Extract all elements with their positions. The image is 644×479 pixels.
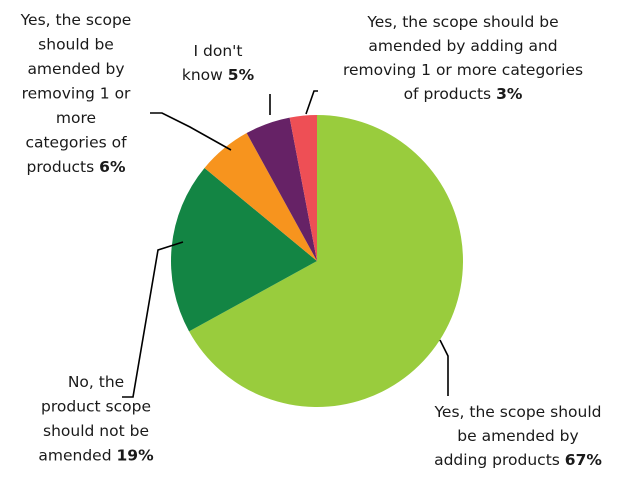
slice-label-line: know 5% <box>182 66 255 84</box>
pie-slice-adding-products <box>189 115 463 407</box>
slice-value-label: 6% <box>99 158 126 176</box>
pie-slice-not-amended <box>171 167 317 332</box>
slice-label-line: removing 1 or more categories <box>343 61 583 79</box>
slice-label-adding-and-removing: Yes, the scope should be amended by addin… <box>343 13 583 103</box>
slice-value-label: 3% <box>496 85 523 103</box>
pie-slice-removing-categories <box>204 133 317 261</box>
slice-label-removing-categories: Yes, the scope should be amended by removin… <box>20 11 132 176</box>
leader-lines <box>122 90 449 398</box>
slice-label-line: of products 3% <box>404 85 523 103</box>
leader-line-adding-products <box>439 339 449 396</box>
slice-value-label: 67% <box>565 451 603 469</box>
slice-labels: Yes, the scope should be amended by adding… <box>20 11 603 469</box>
slice-label-dont-know: I don't know 5% <box>182 42 255 84</box>
slice-label-adding-products: Yes, the scope should be amended by adding… <box>434 403 603 469</box>
slice-label-line: should be <box>38 36 114 54</box>
slice-label-line: No, the <box>68 373 124 391</box>
pie-slice-dont-know <box>246 117 317 261</box>
pie-slice-adding-and-removing <box>289 115 317 261</box>
leader-line-not-amended <box>122 241 184 398</box>
slice-label-not-amended: No, the product scope should not be amended… <box>38 373 154 465</box>
slice-label-line: be amended by <box>457 427 578 445</box>
slice-value-label: 5% <box>228 66 255 84</box>
slice-label-line: categories of <box>25 134 127 152</box>
pie-slices <box>171 115 463 407</box>
leader-line-removing-categories <box>150 112 232 151</box>
slice-label-line: amended by <box>27 60 124 78</box>
slice-label-line: Yes, the scope should be <box>366 13 558 31</box>
slice-label-line: Yes, the scope <box>20 11 132 29</box>
slice-label-line: more <box>56 109 96 127</box>
slice-label-line: amended by adding and <box>368 37 557 55</box>
slice-label-line: adding products 67% <box>434 451 602 469</box>
slice-label-line: removing 1 or <box>22 85 131 103</box>
slice-label-line: I don't <box>194 42 243 60</box>
slice-label-line: products 6% <box>27 158 126 176</box>
slice-label-line: Yes, the scope should <box>434 403 602 421</box>
slice-label-line: product scope <box>41 398 151 416</box>
slice-value-label: 19% <box>117 447 155 465</box>
slice-label-line: should not be <box>43 422 149 440</box>
leader-line-adding-and-removing <box>305 90 318 115</box>
slice-label-line: amended 19% <box>38 447 154 465</box>
